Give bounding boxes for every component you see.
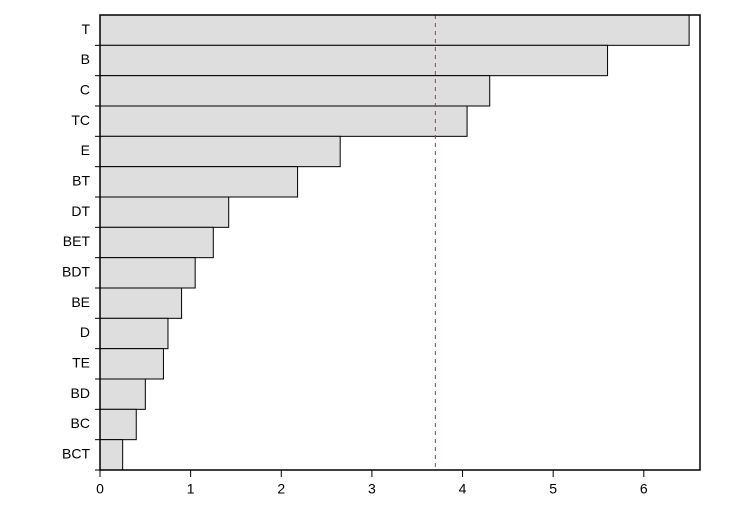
bar-b	[100, 45, 608, 75]
chart-svg: TBCTCEBTDTBETBDTBEDTEBDBCBCT0123456	[0, 0, 729, 524]
x-axis-label: 0	[96, 480, 104, 496]
y-axis-label: C	[80, 82, 90, 98]
x-axis-label: 5	[549, 480, 557, 496]
bar-dt	[100, 197, 229, 227]
y-axis-label: BCT	[62, 446, 90, 462]
y-axis-label: E	[81, 142, 90, 158]
bar-be	[100, 288, 182, 318]
y-axis-label: BD	[71, 385, 90, 401]
y-axis-label: TC	[71, 112, 90, 128]
bar-bdt	[100, 258, 195, 288]
y-axis-label: D	[80, 324, 90, 340]
bar-bct	[100, 440, 123, 470]
bar-bt	[100, 167, 298, 197]
bar-t	[100, 15, 689, 45]
y-axis-label: BDT	[62, 264, 90, 280]
x-axis-label: 2	[277, 480, 285, 496]
y-axis-label: B	[81, 51, 90, 67]
y-axis-label: BET	[63, 233, 91, 249]
bar-tc	[100, 106, 467, 136]
y-axis-label: BE	[71, 294, 90, 310]
x-axis-label: 4	[459, 480, 467, 496]
x-axis-label: 6	[640, 480, 648, 496]
y-axis-label: T	[81, 21, 90, 37]
bar-bc	[100, 409, 136, 439]
y-axis-label: DT	[71, 203, 90, 219]
y-axis-label: BC	[71, 415, 90, 431]
x-axis-label: 3	[368, 480, 376, 496]
bar-c	[100, 76, 490, 106]
bar-bet	[100, 227, 213, 257]
bar-d	[100, 318, 168, 348]
bar-e	[100, 136, 340, 166]
x-axis-label: 1	[187, 480, 195, 496]
bar-bd	[100, 379, 145, 409]
pareto-bar-chart: TBCTCEBTDTBETBDTBEDTEBDBCBCT0123456	[0, 0, 729, 524]
bar-te	[100, 349, 163, 379]
y-axis-label: TE	[72, 355, 90, 371]
y-axis-label: BT	[72, 173, 90, 189]
